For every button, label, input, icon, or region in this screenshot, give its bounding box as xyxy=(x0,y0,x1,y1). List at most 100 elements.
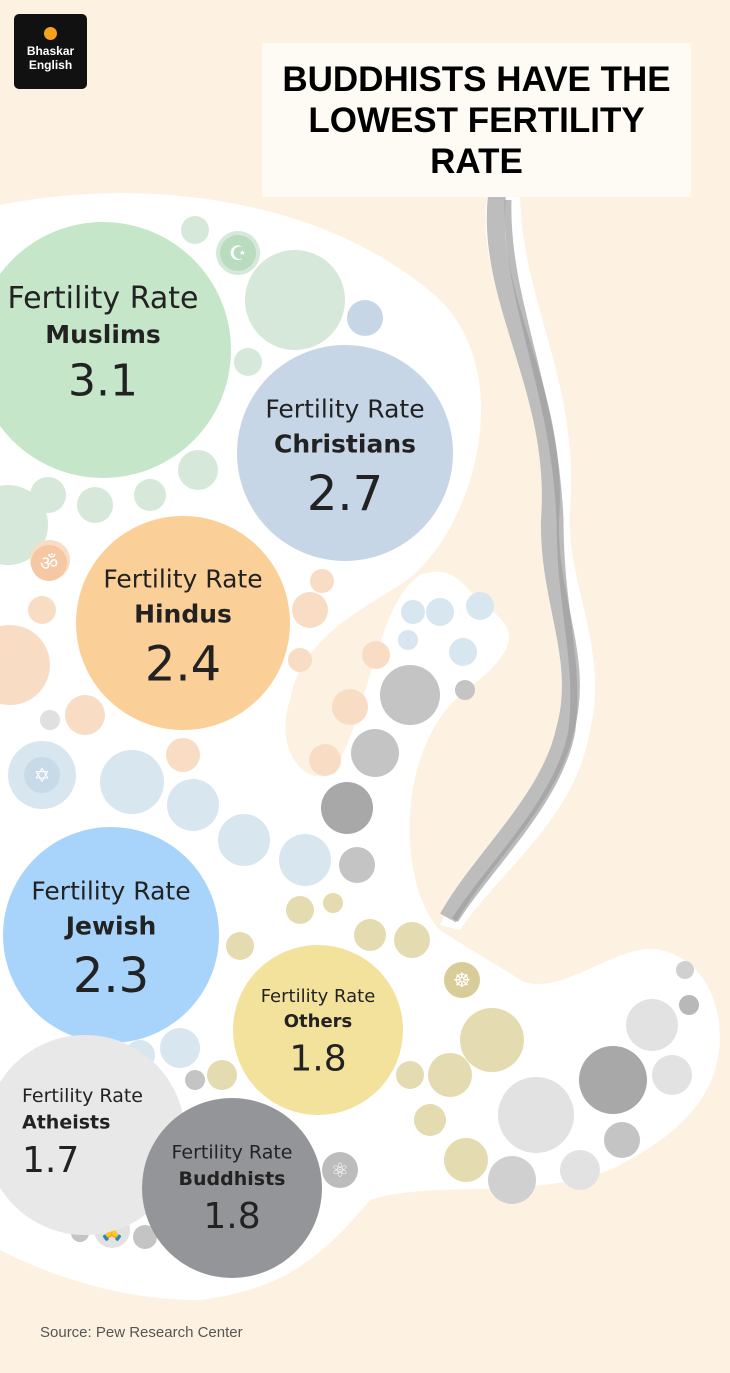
bubble-metric-label: Fertility Rate xyxy=(22,1085,143,1107)
bubble-jewish: Fertility Rate Jewish 2.3 xyxy=(3,827,219,1043)
decor-bubble xyxy=(394,922,430,958)
decor-bubble xyxy=(362,641,390,669)
decor-bubble xyxy=(218,814,270,866)
decor-bubble xyxy=(426,598,454,626)
decor-bubble xyxy=(339,847,375,883)
decor-bubble xyxy=(396,1061,424,1089)
decor-bubble xyxy=(279,834,331,886)
religion-symbol-icon: ॐ xyxy=(40,551,58,575)
bubble-buddhists: Fertility Rate Buddhists 1.8 xyxy=(142,1098,322,1278)
decor-bubble xyxy=(398,630,418,650)
bubble-category-label: Hindus xyxy=(134,600,232,629)
bubble-circle xyxy=(233,945,403,1115)
decor-bubble xyxy=(181,216,209,244)
bubble-atheists: Fertility Rate Atheists 1.7 xyxy=(0,1035,185,1235)
decor-bubble xyxy=(310,569,334,593)
decor-bubble xyxy=(466,592,494,620)
decor-bubble xyxy=(351,729,399,777)
bubble-value-label: 1.8 xyxy=(203,1196,260,1237)
decor-bubble xyxy=(286,896,314,924)
bubble-circle xyxy=(142,1098,322,1278)
decor-bubble xyxy=(234,348,262,376)
religion-symbol-bg xyxy=(444,962,480,998)
bubble-metric-label: Fertility Rate xyxy=(261,986,376,1007)
decor-bubble xyxy=(455,680,475,700)
religion-symbol-icon: ✡ xyxy=(34,763,51,787)
decor-bubble xyxy=(207,1060,237,1090)
bubble-category-label: Jewish xyxy=(64,911,157,940)
bubble-metric-label: Fertility Rate xyxy=(7,281,198,316)
religion-symbol-bg xyxy=(322,1152,358,1188)
bubble-category-label: Atheists xyxy=(22,1112,110,1134)
bubble-metric-label: Fertility Rate xyxy=(172,1141,293,1163)
bubble-category-label: Others xyxy=(284,1011,353,1032)
decor-bubble xyxy=(245,250,345,350)
page-title: BUDDHISTS HAVE THE LOWEST FERTILITY RATE xyxy=(262,43,691,197)
religion-symbol-icon: ☸ xyxy=(453,968,471,992)
bubble-value-label: 3.1 xyxy=(68,356,138,407)
decor-bubble xyxy=(77,487,113,523)
decor-bubble xyxy=(321,782,373,834)
decor-bubble xyxy=(498,1077,574,1153)
decor-bubble xyxy=(28,596,56,624)
brand-line2: English xyxy=(28,58,73,72)
fertility-bubbles: Fertility Rate Muslims 3.1 Fertility Rate Ch… xyxy=(0,222,453,1278)
decor-bubble xyxy=(0,485,48,565)
decor-bubble xyxy=(347,300,383,336)
decor-bubble xyxy=(488,1156,536,1204)
bubble-circle xyxy=(0,1035,185,1235)
bubble-value-label: 1.8 xyxy=(289,1038,346,1079)
religion-symbol-bg xyxy=(24,757,60,793)
decor-bubble xyxy=(166,738,200,772)
bubble-category-label: Buddhists xyxy=(179,1168,286,1190)
decor-bubble xyxy=(226,932,254,960)
brand-line1: Bhaskar xyxy=(26,44,75,58)
decor-bubble xyxy=(178,450,218,490)
decor-bubble xyxy=(414,1104,446,1136)
religion-symbol-icon: ⚛ xyxy=(331,1158,349,1182)
bubble-value-label: 2.4 xyxy=(145,636,221,692)
bubble-metric-label: Fertility Rate xyxy=(31,876,190,905)
bubble-value-label: 2.7 xyxy=(307,466,383,522)
decor-bubble xyxy=(288,648,312,672)
decor-bubble xyxy=(185,1070,205,1090)
bubble-value-label: 2.3 xyxy=(73,948,149,1004)
decor-bubble xyxy=(133,1225,157,1249)
bubble-christians: Fertility Rate Christians 2.7 xyxy=(237,345,453,561)
decor-bubble xyxy=(652,1055,692,1095)
decorative-bubbles: ☪ॐ✡☸⚛🙏 xyxy=(0,216,699,1249)
bubble-circle xyxy=(0,222,231,478)
decor-bubble xyxy=(460,1008,524,1072)
decor-bubble xyxy=(134,479,166,511)
decor-bubble xyxy=(354,919,386,951)
rope-twist xyxy=(440,193,580,923)
bubble-metric-label: Fertility Rate xyxy=(265,394,424,423)
decor-bubble xyxy=(449,638,477,666)
bubble-metric-label: Fertility Rate xyxy=(103,565,262,594)
bubble-circle xyxy=(3,827,219,1043)
decor-bubble xyxy=(167,779,219,831)
sun-icon xyxy=(44,27,57,40)
decor-bubble xyxy=(428,1053,472,1097)
source-note: Source: Pew Research Center xyxy=(40,1324,243,1341)
bubble-hindus: Fertility Rate Hindus 2.4 xyxy=(76,516,290,730)
bubble-circle xyxy=(76,516,290,730)
decor-bubble xyxy=(401,600,425,624)
decor-bubble xyxy=(604,1122,640,1158)
decor-bubble xyxy=(40,710,60,730)
decor-bubble xyxy=(676,961,694,979)
decor-bubble xyxy=(309,744,341,776)
bubble-category-label: Christians xyxy=(274,429,416,458)
decor-bubble xyxy=(292,592,328,628)
decor-bubble xyxy=(323,893,343,913)
decor-bubble xyxy=(626,999,678,1051)
decor-bubble xyxy=(332,689,368,725)
bubble-value-label: 1.7 xyxy=(22,1140,79,1181)
decor-bubble xyxy=(0,625,50,705)
decor-bubble xyxy=(160,1028,200,1068)
brand-logo: Bhaskar English xyxy=(14,14,87,89)
decor-bubble xyxy=(679,995,699,1015)
decor-bubble xyxy=(380,665,440,725)
religion-symbol-icon: ☪ xyxy=(229,241,247,265)
bubble-muslims: Fertility Rate Muslims 3.1 xyxy=(0,222,231,478)
